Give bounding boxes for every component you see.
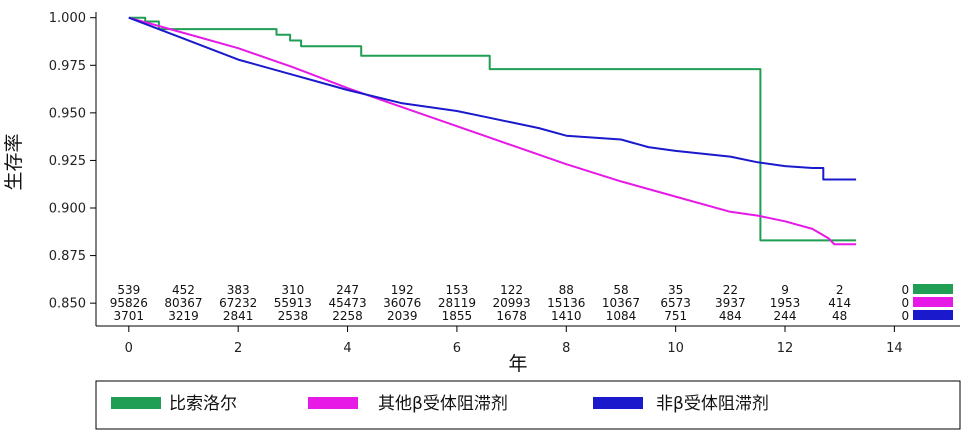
x-tick-label: 8 bbox=[562, 341, 570, 356]
at-risk-value: 153 bbox=[445, 283, 468, 297]
at-risk-value: 1410 bbox=[551, 309, 582, 323]
at-risk-value: 10367 bbox=[602, 296, 640, 310]
at-risk-table: 539 452 383 310 247 192 153 122 88 58 35 22 9 2 0 95826… bbox=[110, 283, 909, 323]
at-risk-value: 36076 bbox=[383, 296, 421, 310]
at-risk-value: 452 bbox=[172, 283, 195, 297]
at-risk-value: 58 bbox=[613, 283, 628, 297]
at-risk-value: 244 bbox=[774, 309, 797, 323]
x-tick-label: 2 bbox=[234, 341, 242, 356]
at-risk-value: 122 bbox=[500, 283, 523, 297]
at-risk-value: 414 bbox=[828, 296, 851, 310]
at-risk-value: 484 bbox=[719, 309, 742, 323]
x-tick-label: 0 bbox=[125, 341, 133, 356]
at-risk-value: 1084 bbox=[606, 309, 637, 323]
at-risk-value: 1678 bbox=[496, 309, 527, 323]
x-tick-label: 12 bbox=[777, 341, 794, 356]
x-tick-label: 10 bbox=[667, 341, 684, 356]
at-risk-value: 95826 bbox=[110, 296, 148, 310]
x-tick-label: 14 bbox=[886, 341, 903, 356]
x-tick-label: 6 bbox=[453, 341, 461, 356]
y-axis-title: 生存率 bbox=[3, 133, 25, 190]
series-lines bbox=[128, 16, 857, 246]
at-risk-value: 48 bbox=[832, 309, 847, 323]
at-risk-value: 383 bbox=[227, 283, 250, 297]
at-risk-value: 22 bbox=[723, 283, 738, 297]
at-risk-value: 2258 bbox=[332, 309, 363, 323]
at-risk-value: 3937 bbox=[715, 296, 746, 310]
series-line-1 bbox=[128, 16, 857, 246]
at-risk-value: 35 bbox=[668, 283, 683, 297]
y-tick-label: 0.875 bbox=[49, 249, 86, 264]
legend-swatch-1 bbox=[308, 397, 358, 409]
y-tick-label: 0.850 bbox=[49, 297, 86, 312]
legend-swatch-2 bbox=[593, 397, 643, 409]
risk-color-marker-1 bbox=[913, 297, 953, 307]
at-risk-value: 55913 bbox=[274, 296, 312, 310]
at-risk-value: 45473 bbox=[328, 296, 366, 310]
at-risk-value: 247 bbox=[336, 283, 359, 297]
risk-markers bbox=[913, 284, 953, 320]
y-tick-label: 0.900 bbox=[49, 202, 86, 217]
y-tick-label: 0.950 bbox=[49, 106, 86, 121]
at-risk-value: 0 bbox=[901, 309, 909, 323]
y-tick-label: 0.925 bbox=[49, 154, 86, 169]
at-risk-value: 310 bbox=[281, 283, 304, 297]
x-tick-label: 4 bbox=[343, 341, 351, 356]
x-ticks: 0 2 4 6 8 10 12 14 bbox=[125, 326, 903, 356]
y-tick-label: 1.000 bbox=[49, 11, 86, 26]
x-axis-title: 年 bbox=[508, 353, 527, 375]
at-risk-value: 0 bbox=[901, 283, 909, 297]
at-risk-value: 67232 bbox=[219, 296, 257, 310]
at-risk-value: 9 bbox=[781, 283, 789, 297]
y-ticks: 0.850 0.875 0.900 0.925 0.950 0.975 1.000 bbox=[49, 11, 96, 312]
at-risk-value: 751 bbox=[664, 309, 687, 323]
legend-swatch-0 bbox=[111, 397, 161, 409]
series-line-2 bbox=[128, 16, 857, 181]
at-risk-value: 2841 bbox=[223, 309, 254, 323]
legend-box bbox=[95, 380, 961, 430]
at-risk-value: 3219 bbox=[168, 309, 199, 323]
series-line-0 bbox=[128, 16, 857, 242]
at-risk-value: 88 bbox=[559, 283, 574, 297]
risk-color-marker-0 bbox=[913, 284, 953, 294]
at-risk-value: 539 bbox=[117, 283, 140, 297]
legend-label-1: 其他β受体阻滞剂 bbox=[378, 394, 508, 414]
at-risk-value: 3701 bbox=[114, 309, 145, 323]
at-risk-value: 80367 bbox=[164, 296, 202, 310]
y-tick-label: 0.975 bbox=[49, 59, 86, 74]
at-risk-value: 1953 bbox=[770, 296, 801, 310]
at-risk-value: 192 bbox=[391, 283, 414, 297]
at-risk-value: 0 bbox=[901, 296, 909, 310]
at-risk-value: 2 bbox=[836, 283, 844, 297]
legend-item-1: 其他β受体阻滞剂 bbox=[308, 394, 508, 414]
at-risk-value: 20993 bbox=[493, 296, 531, 310]
at-risk-value: 28119 bbox=[438, 296, 476, 310]
legend-item-0: 比索洛尔 bbox=[111, 394, 237, 414]
at-risk-value: 2538 bbox=[278, 309, 309, 323]
at-risk-value: 2039 bbox=[387, 309, 418, 323]
at-risk-value: 6573 bbox=[660, 296, 691, 310]
legend-label-0: 比索洛尔 bbox=[169, 394, 237, 414]
legend-item-2: 非β受体阻滞剂 bbox=[593, 394, 769, 414]
at-risk-value: 15136 bbox=[547, 296, 585, 310]
risk-color-marker-2 bbox=[913, 310, 953, 320]
at-risk-value: 1855 bbox=[442, 309, 473, 323]
legend-label-2: 非β受体阻滞剂 bbox=[656, 394, 769, 414]
